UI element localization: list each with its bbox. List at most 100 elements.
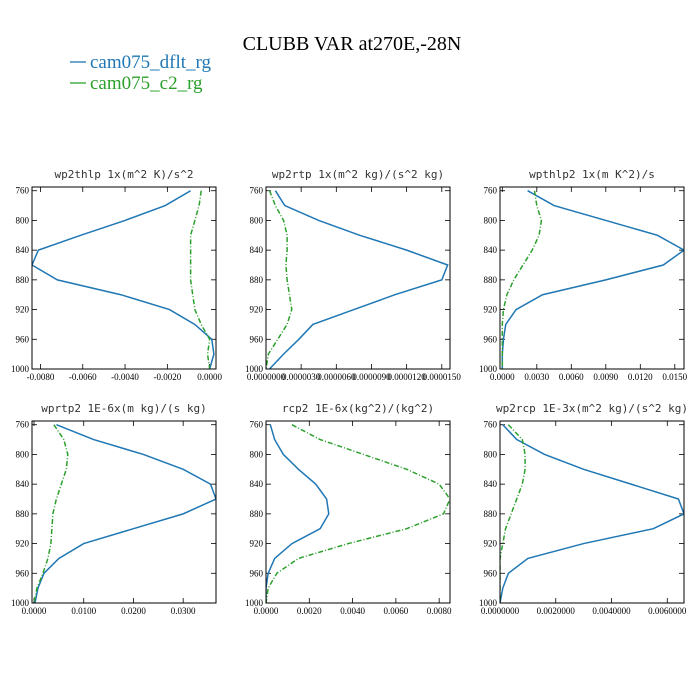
subplot-title: wprtp2 1E-6x(m kg)/(s kg) [41, 402, 207, 415]
x-tick-label: 0.0150 [662, 372, 687, 382]
y-tick-label: 880 [250, 275, 264, 285]
subplot-title: wp2rcp 1E-3x(m^2 kg)/(s^2 kg) [496, 402, 688, 415]
x-tick-label: 0.0040000 [592, 606, 631, 616]
y-tick-label: 920 [16, 305, 30, 315]
x-tick-label: 0.0040 [340, 606, 365, 616]
y-tick-label: 1000 [245, 364, 264, 374]
y-tick-label: 760 [16, 420, 30, 430]
x-tick-label: -0.0040 [111, 372, 139, 382]
x-tick-label: 0.0000120 [388, 372, 427, 382]
figure-title: CLUBB VAR at270E,-28N [243, 33, 462, 55]
y-tick-label: 920 [250, 305, 264, 315]
profile-line [501, 190, 684, 369]
x-tick-label: 0.0000030 [282, 372, 321, 382]
profile-line [189, 190, 211, 369]
y-tick-label: 800 [16, 215, 30, 225]
x-tick-label: 0.0060 [559, 372, 584, 382]
y-tick-label: 880 [16, 275, 30, 285]
x-tick-label: 0.0000150 [423, 372, 462, 382]
plot-frame [499, 420, 685, 604]
y-tick-label: 840 [16, 245, 30, 255]
y-tick-label: 880 [484, 509, 498, 519]
y-tick-label: 800 [484, 215, 498, 225]
profile-line [266, 424, 330, 603]
x-tick-label: 0.0000090 [352, 372, 391, 382]
subplot-title: wpthlp2 1x(m K^2)/s [529, 168, 655, 181]
profile-line [500, 424, 526, 603]
y-tick-label: 960 [250, 334, 264, 344]
y-tick-label: 760 [16, 186, 30, 196]
y-tick-label: 760 [250, 186, 264, 196]
x-tick-label: 0.0000 [197, 372, 222, 382]
y-tick-label: 880 [484, 275, 498, 285]
y-tick-label: 840 [484, 479, 498, 489]
y-tick-label: 760 [484, 420, 498, 430]
y-tick-label: 1000 [245, 598, 264, 608]
x-tick-label: 0.0000 [490, 372, 515, 382]
y-tick-label: 920 [484, 539, 498, 549]
y-tick-label: 1000 [479, 598, 498, 608]
y-tick-label: 840 [250, 479, 264, 489]
x-tick-label: 0.0080 [427, 606, 452, 616]
x-tick-label: -0.0080 [27, 372, 55, 382]
y-tick-label: 880 [250, 509, 264, 519]
subplot-title: rcp2 1E-6x(kg^2)/(kg^2) [282, 402, 434, 415]
y-tick-label: 800 [250, 449, 264, 459]
x-tick-label: 0.0060000 [648, 606, 687, 616]
y-tick-label: 880 [16, 509, 30, 519]
legend-label: cam075_c2_rg [90, 73, 203, 94]
y-tick-label: 800 [16, 449, 30, 459]
y-tick-label: 800 [250, 215, 264, 225]
y-tick-label: 920 [484, 305, 498, 315]
profile-line [266, 190, 293, 369]
y-tick-label: 840 [250, 245, 264, 255]
y-tick-label: 760 [250, 420, 264, 430]
profile-line [501, 190, 543, 369]
x-tick-label: 0.0030 [524, 372, 549, 382]
x-tick-label: -0.0060 [69, 372, 97, 382]
y-tick-label: 920 [250, 539, 264, 549]
x-tick-label: 0.0000000 [247, 372, 286, 382]
y-tick-label: 1000 [11, 364, 30, 374]
legend-label: cam075_dflt_rg [90, 52, 212, 73]
x-tick-label: 0.0000000 [481, 606, 520, 616]
y-tick-label: 960 [484, 334, 498, 344]
profile-line [34, 424, 216, 603]
profile-line [266, 424, 450, 603]
y-tick-label: 960 [16, 568, 30, 578]
x-tick-label: -0.0020 [153, 372, 181, 382]
profile-line [33, 424, 69, 603]
subplot-title: wp2rtp 1x(m^2 kg)/(s^2 kg) [272, 168, 444, 181]
x-tick-label: 0.0120 [628, 372, 653, 382]
y-tick-label: 840 [16, 479, 30, 489]
y-tick-label: 800 [484, 449, 498, 459]
y-tick-label: 960 [250, 568, 264, 578]
x-tick-label: 0.0000 [254, 606, 279, 616]
plot-frame [265, 420, 451, 604]
y-tick-label: 1000 [479, 364, 498, 374]
plot-frame [265, 186, 451, 370]
x-tick-label: 0.0020000 [537, 606, 576, 616]
x-tick-label: 0.0020 [297, 606, 322, 616]
x-tick-label: 0.0300 [171, 606, 196, 616]
x-tick-label: 0.0200 [121, 606, 146, 616]
profile-line [268, 190, 449, 369]
plot-frame [31, 420, 217, 604]
plot-frame [499, 186, 685, 370]
subplot-title: wp2thlp 1x(m^2 K)/s^2 [54, 168, 193, 181]
profile-line [500, 424, 684, 603]
y-tick-label: 960 [484, 568, 498, 578]
x-tick-label: 0.0100 [71, 606, 96, 616]
y-tick-label: 920 [16, 539, 30, 549]
y-tick-label: 840 [484, 245, 498, 255]
profile-line [32, 190, 215, 369]
y-tick-label: 760 [484, 186, 498, 196]
x-tick-label: 0.0060 [384, 606, 409, 616]
y-tick-label: 960 [16, 334, 30, 344]
y-tick-label: 1000 [11, 598, 30, 608]
x-tick-label: 0.0090 [593, 372, 618, 382]
x-tick-label: 0.0000 [22, 606, 47, 616]
x-tick-label: 0.0000060 [317, 372, 356, 382]
